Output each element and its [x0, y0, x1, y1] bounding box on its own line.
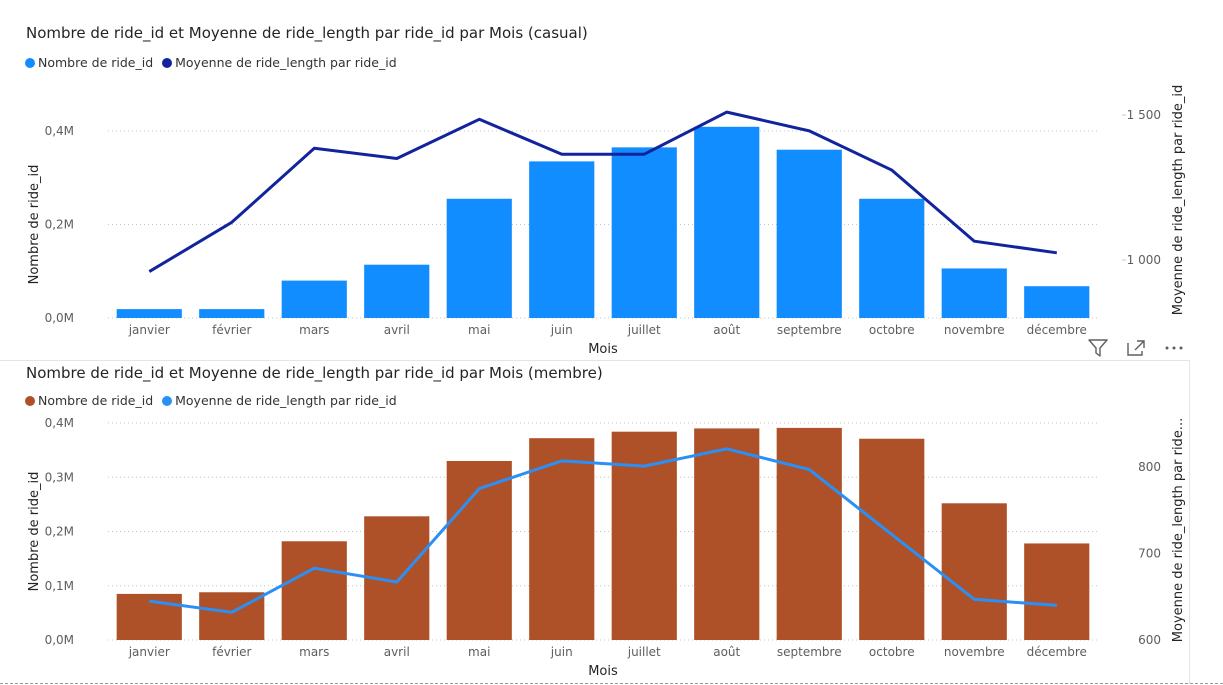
visual-header	[1076, 338, 1185, 358]
visual-frame-right	[1189, 360, 1190, 684]
bar-octobre	[859, 198, 925, 318]
x-tick-label: mars	[299, 323, 329, 337]
bar-juin	[529, 438, 595, 640]
x-tick-label: mai	[468, 323, 490, 337]
chart-title-casual: Nombre de ride_id et Moyenne de ride_len…	[26, 24, 588, 42]
x-tick-label: mai	[468, 645, 490, 659]
x-tick-label: juillet	[627, 323, 661, 337]
bar-mars	[281, 541, 347, 640]
legend-item-avg[interactable]: Moyenne de ride_length par ride_id	[162, 393, 397, 408]
legend-item-avg[interactable]: Moyenne de ride_length par ride_id	[162, 55, 397, 70]
x-tick-label: septembre	[777, 645, 842, 659]
y-tick-label-right: 1 000	[1127, 253, 1161, 267]
chart-plot-casual[interactable]: 0,0M 0,2M 0,4M 1 000 1 500 janvier février mars…	[0, 0, 1223, 360]
y-tick-label-left: 0,0M	[45, 311, 74, 325]
x-tick-label: janvier	[128, 323, 170, 337]
more-options-icon[interactable]	[1163, 338, 1185, 358]
x-tick-label: octobre	[869, 323, 915, 337]
legend-dot-avg-icon	[162, 58, 173, 68]
line-series-avg-ride-length	[149, 447, 1057, 614]
bar-décembre	[1024, 286, 1090, 318]
legend-casual: Nombre de ride_id Moyenne de ride_length…	[25, 55, 402, 70]
legend-dot-count-icon	[25, 58, 35, 68]
page-separator	[0, 683, 1223, 684]
bar-novembre	[941, 268, 1007, 318]
x-tick-label: avril	[384, 645, 410, 659]
x-tick-label: février	[212, 323, 251, 337]
y-tick-label-right: 800	[1138, 460, 1161, 474]
line-series-avg-ride-length	[148, 110, 1058, 273]
legend-label-avg: Moyenne de ride_length par ride_id	[175, 393, 397, 408]
x-tick-label: novembre	[944, 645, 1005, 659]
y-axis-title-left: Nombre de ride_id	[27, 472, 42, 592]
bar-octobre	[859, 438, 925, 640]
y-tick-label-left: 0,3M	[45, 470, 74, 484]
bar-janvier	[116, 309, 182, 318]
y-tick-label-right: 700	[1138, 547, 1161, 561]
y-axis-title-right: Moyenne de ride_length par ride...	[1171, 418, 1186, 642]
x-axis-title: Mois	[588, 342, 618, 357]
bar-janvier	[116, 593, 182, 640]
bar-août	[694, 428, 760, 640]
bar-août	[694, 126, 760, 318]
y-tick-label-right: 1 500	[1127, 108, 1161, 122]
legend-dot-count-icon	[25, 396, 35, 406]
x-tick-label: août	[713, 323, 740, 337]
legend-label-count: Nombre de ride_id	[38, 55, 154, 70]
filter-icon[interactable]	[1087, 338, 1109, 358]
y-tick-label-right: 600	[1138, 633, 1161, 647]
bar-mars	[281, 280, 347, 318]
x-tick-label: septembre	[777, 323, 842, 337]
bar-juillet	[611, 147, 677, 318]
x-tick-label: décembre	[1027, 323, 1087, 337]
bar-avril	[364, 264, 430, 318]
x-tick-label: avril	[384, 323, 410, 337]
y-tick-label-left: 0,2M	[45, 218, 74, 232]
y-tick-label-left: 0,1M	[45, 579, 74, 593]
legend-dot-avg-icon	[162, 396, 173, 406]
x-tick-label: juillet	[627, 645, 661, 659]
x-tick-label: août	[713, 645, 740, 659]
y-tick-label-left: 0,4M	[45, 416, 74, 430]
bar-juin	[529, 161, 595, 318]
x-tick-label: juin	[550, 323, 573, 337]
y-tick-label-left: 0,2M	[45, 525, 74, 539]
visual-frame-top	[0, 360, 1190, 361]
bar-décembre	[1024, 543, 1090, 640]
legend-label-count: Nombre de ride_id	[38, 393, 154, 408]
x-tick-label: février	[212, 645, 251, 659]
bar-septembre	[776, 149, 842, 318]
x-axis-title: Mois	[588, 664, 618, 679]
x-tick-label: mars	[299, 645, 329, 659]
legend-item-count[interactable]: Nombre de ride_id	[25, 55, 153, 70]
x-tick-label: janvier	[128, 645, 170, 659]
legend-item-count[interactable]: Nombre de ride_id	[25, 393, 153, 408]
focus-mode-icon[interactable]	[1125, 338, 1147, 358]
x-tick-label: juin	[550, 645, 573, 659]
legend-membre: Nombre de ride_id Moyenne de ride_length…	[25, 393, 402, 408]
bar-novembre	[941, 503, 1007, 640]
y-axis-title-right: Moyenne de ride_length par ride_id	[1171, 85, 1186, 315]
bar-septembre	[776, 427, 842, 640]
bar-juillet	[611, 431, 677, 640]
x-tick-label: octobre	[869, 645, 915, 659]
y-axis-title-left: Nombre de ride_id	[27, 165, 42, 285]
bar-février	[199, 309, 265, 318]
legend-label-avg: Moyenne de ride_length par ride_id	[175, 55, 397, 70]
x-tick-label: décembre	[1027, 645, 1087, 659]
chart-title-membre: Nombre de ride_id et Moyenne de ride_len…	[26, 364, 603, 382]
bar-mai	[446, 198, 512, 318]
y-tick-label-left: 0,4M	[45, 124, 74, 138]
x-tick-label: novembre	[944, 323, 1005, 337]
y-tick-label-left: 0,0M	[45, 633, 74, 647]
